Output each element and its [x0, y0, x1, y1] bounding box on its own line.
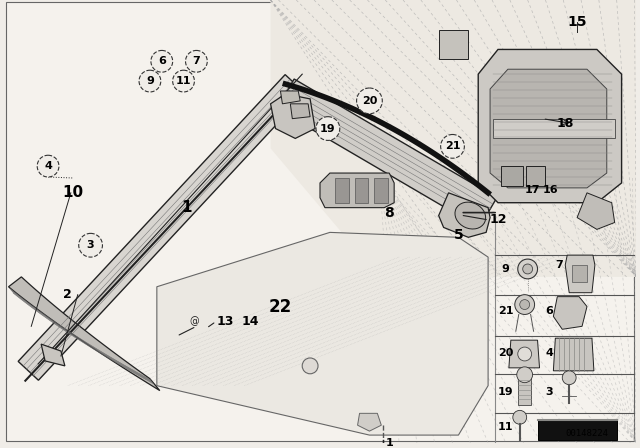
- Circle shape: [518, 347, 532, 361]
- Circle shape: [302, 358, 318, 374]
- Polygon shape: [490, 69, 607, 188]
- Text: 6: 6: [545, 306, 554, 316]
- Ellipse shape: [455, 202, 486, 229]
- Circle shape: [186, 51, 207, 72]
- Text: 9: 9: [501, 264, 509, 274]
- Polygon shape: [509, 340, 540, 368]
- Text: 15: 15: [567, 15, 587, 29]
- Text: 12: 12: [489, 213, 507, 226]
- Polygon shape: [572, 265, 587, 282]
- Text: 1: 1: [181, 200, 192, 215]
- Circle shape: [516, 367, 532, 383]
- Text: 20: 20: [362, 96, 377, 106]
- Text: 3: 3: [87, 240, 95, 250]
- Circle shape: [520, 300, 530, 310]
- Text: 17: 17: [525, 185, 540, 195]
- Polygon shape: [501, 166, 523, 186]
- Polygon shape: [518, 376, 531, 405]
- Circle shape: [79, 233, 102, 257]
- Circle shape: [563, 371, 576, 385]
- Circle shape: [518, 259, 538, 279]
- Text: 16: 16: [543, 185, 558, 195]
- Text: 11: 11: [498, 422, 513, 432]
- Polygon shape: [280, 91, 300, 104]
- Polygon shape: [335, 178, 349, 202]
- Polygon shape: [271, 0, 636, 277]
- Polygon shape: [438, 30, 468, 59]
- Polygon shape: [577, 193, 614, 229]
- Polygon shape: [554, 297, 587, 329]
- Text: 9: 9: [146, 76, 154, 86]
- Text: 18: 18: [557, 117, 574, 130]
- Text: 8: 8: [385, 206, 394, 220]
- Text: 22: 22: [269, 297, 292, 315]
- Text: 11: 11: [176, 76, 191, 86]
- Polygon shape: [157, 233, 488, 435]
- Polygon shape: [538, 420, 617, 440]
- Text: 6: 6: [158, 56, 166, 66]
- Polygon shape: [478, 49, 621, 202]
- Circle shape: [139, 70, 161, 92]
- Circle shape: [523, 264, 532, 274]
- FancyBboxPatch shape: [6, 2, 634, 441]
- Text: 21: 21: [445, 142, 460, 151]
- Circle shape: [356, 88, 382, 114]
- Text: 20: 20: [498, 348, 513, 358]
- Polygon shape: [276, 79, 497, 228]
- Text: 3: 3: [545, 387, 553, 396]
- Polygon shape: [271, 94, 315, 138]
- Circle shape: [440, 134, 465, 158]
- Text: 19: 19: [320, 124, 336, 134]
- Polygon shape: [18, 75, 305, 380]
- Text: 4: 4: [44, 161, 52, 171]
- Polygon shape: [358, 414, 381, 431]
- Text: 13: 13: [216, 315, 234, 328]
- Circle shape: [515, 295, 534, 314]
- Text: 14: 14: [242, 315, 260, 328]
- Polygon shape: [320, 173, 394, 208]
- Circle shape: [316, 116, 340, 140]
- Polygon shape: [493, 119, 614, 138]
- Circle shape: [151, 51, 173, 72]
- Polygon shape: [8, 277, 160, 391]
- Text: 5: 5: [454, 228, 463, 242]
- Text: 19: 19: [498, 387, 514, 396]
- Text: 4: 4: [545, 348, 554, 358]
- Text: @: @: [189, 316, 199, 327]
- Circle shape: [37, 155, 59, 177]
- Polygon shape: [374, 178, 388, 202]
- Polygon shape: [291, 104, 310, 119]
- Text: 7: 7: [556, 260, 563, 270]
- Text: 10: 10: [62, 185, 83, 200]
- Text: 7: 7: [193, 56, 200, 66]
- Polygon shape: [554, 338, 594, 371]
- Circle shape: [513, 410, 527, 424]
- Polygon shape: [565, 255, 595, 293]
- Text: 1: 1: [385, 438, 393, 448]
- Polygon shape: [355, 178, 369, 202]
- Text: 2: 2: [63, 288, 72, 301]
- Polygon shape: [41, 344, 65, 366]
- Polygon shape: [438, 193, 490, 237]
- Text: 21: 21: [498, 306, 513, 316]
- Polygon shape: [525, 166, 545, 186]
- Circle shape: [173, 70, 195, 92]
- Text: 00148224: 00148224: [566, 429, 609, 438]
